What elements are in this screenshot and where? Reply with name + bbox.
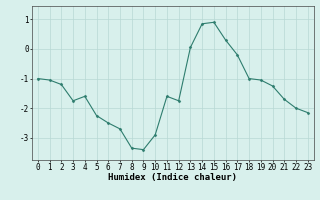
X-axis label: Humidex (Indice chaleur): Humidex (Indice chaleur) — [108, 173, 237, 182]
